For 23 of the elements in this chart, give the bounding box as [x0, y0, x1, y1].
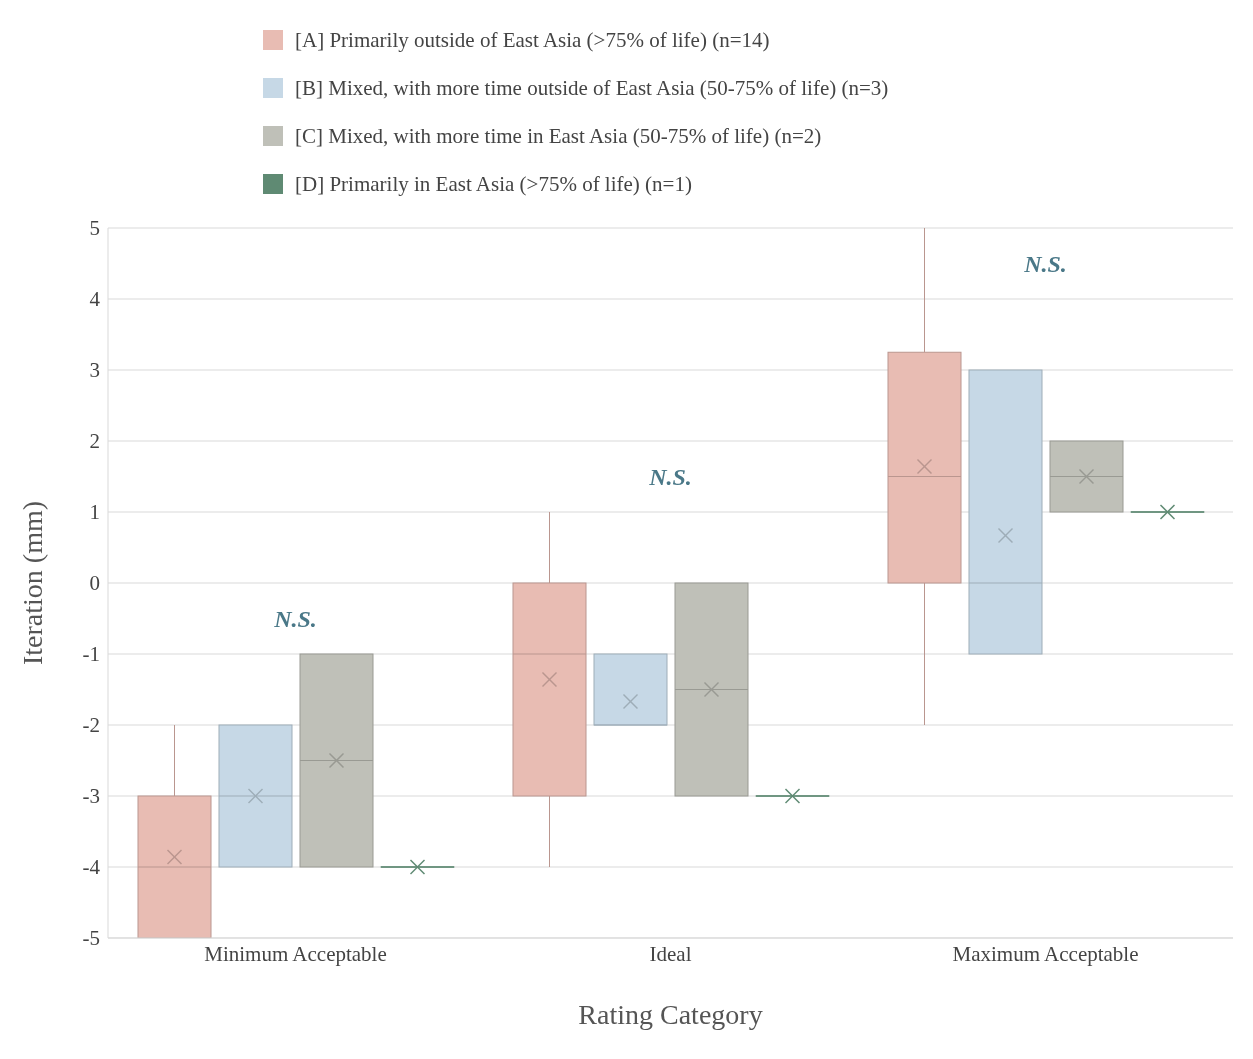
x-tick-label: Maximum Acceptable [952, 941, 1139, 966]
legend-label: [C] Mixed, with more time in East Asia (50-75% of life) (n=2) [295, 123, 822, 149]
annotation: N.S. [273, 606, 317, 633]
y-tick-label: 1 [89, 500, 100, 525]
y-tick-label: 3 [89, 358, 100, 383]
y-tick-label: 4 [89, 287, 101, 312]
legend-label: [B] Mixed, with more time outside of East Asia (50-75% of life) (n=3) [295, 75, 889, 101]
annotation: N.S. [1023, 251, 1067, 278]
y-tick-label: 2 [89, 429, 100, 454]
x-axis-title: Rating Category [578, 999, 763, 1030]
y-tick-label: -3 [82, 784, 100, 809]
y-tick-label: -2 [82, 713, 100, 738]
y-tick-label: -5 [82, 926, 100, 951]
y-tick-label: 0 [89, 571, 100, 596]
y-tick-label: -1 [82, 642, 100, 667]
legend-label: [A] Primarily outside of East Asia (>75% of life) (n=14) [295, 27, 770, 53]
legend-label: [D] Primarily in East Asia (>75% of life) (n=1) [295, 171, 692, 197]
x-tick-label: Ideal [649, 941, 692, 966]
annotation: N.S. [648, 464, 692, 491]
x-tick-label: Minimum Acceptable [204, 941, 387, 966]
y-tick-label: -4 [82, 855, 101, 880]
y-tick-label: 5 [89, 216, 100, 241]
y-axis-title: Iteration (mm) [16, 500, 48, 666]
